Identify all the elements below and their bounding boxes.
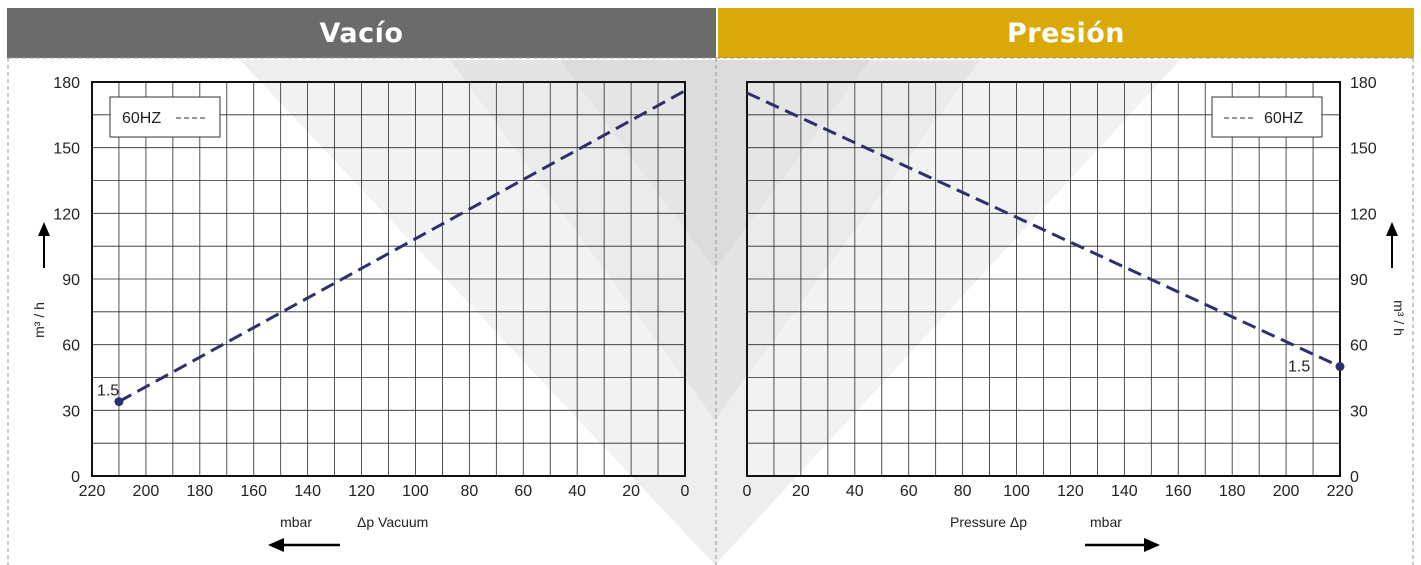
pressure-y-tick-label: 90 [1350, 272, 1368, 289]
pressure-x-tick-label: 0 [743, 483, 752, 500]
pressure-y-tick-label: 150 [1350, 141, 1377, 158]
vacuum-legend-box [109, 96, 221, 138]
vacuum-y-axis-label: m³ / h [31, 302, 47, 338]
vacuum-series-line [118, 89, 686, 403]
pressure-x-tick-label: 200 [1273, 483, 1300, 500]
pressure-y-tick-label: 0 [1350, 469, 1359, 486]
pressure-x-tick-label: 220 [1327, 483, 1354, 500]
pressure-y-arrow-head [1386, 222, 1398, 236]
pressure-series-point [1335, 362, 1345, 372]
vacuum-y-tick-label: 60 [62, 338, 80, 355]
vacuum-header: Vacío [7, 8, 716, 58]
vacuum-x-arrow-head [268, 538, 284, 552]
vacuum-x-unit-label: mbar [280, 514, 312, 530]
vacuum-x-tick-label: 200 [133, 483, 160, 500]
vacuum-y-arrow-head [38, 222, 50, 236]
pressure-x-unit-label: mbar [1090, 514, 1122, 530]
pressure-x-tick-label: 20 [792, 483, 810, 500]
pressure-y-axis-label: m³ / h [1391, 300, 1407, 336]
pressure-y-tick-label: 120 [1350, 206, 1377, 223]
vacuum-x-tick-label: 20 [622, 483, 640, 500]
pressure-x-arrow-head [1144, 538, 1160, 552]
vacuum-x-tick-label: 180 [186, 483, 213, 500]
pressure-x-tick-label: 60 [900, 483, 918, 500]
vacuum-x-tick-label: 120 [348, 483, 375, 500]
vacuum-legend-label: 60HZ [122, 110, 161, 127]
pressure-x-tick-label: 100 [1003, 483, 1030, 500]
vacuum-y-tick-label: 90 [62, 272, 80, 289]
vacuum-plot-frame [91, 81, 686, 477]
pressure-x-tick-label: 160 [1165, 483, 1192, 500]
pressure-plot-frame [746, 81, 1341, 477]
vacuum-y-tick-label: 0 [71, 469, 80, 486]
pressure-y-tick-label: 180 [1350, 75, 1377, 92]
pressure-legend-label: 60HZ [1264, 110, 1303, 127]
pressure-x-tick-label: 120 [1057, 483, 1084, 500]
vacuum-series-point [114, 397, 124, 407]
vacuum-x-tick-label: 100 [402, 483, 429, 500]
vacuum-y-tick-label: 30 [62, 403, 80, 420]
pressure-legend-box [1211, 96, 1323, 138]
pressure-x-tick-label: 80 [954, 483, 972, 500]
pressure-series-line [746, 91, 1341, 368]
pressure-x-tick-label: 140 [1111, 483, 1138, 500]
vacuum-x-axis-title: Δp Vacuum [357, 514, 428, 530]
vacuum-x-tick-label: 0 [681, 483, 690, 500]
pressure-y-tick-label: 30 [1350, 403, 1368, 420]
vacuum-x-tick-label: 80 [460, 483, 478, 500]
vacuum-y-tick-label: 150 [53, 141, 80, 158]
vacuum-y-tick-label: 180 [53, 75, 80, 92]
vacuum-x-tick-label: 60 [514, 483, 532, 500]
pressure-x-tick-label: 40 [846, 483, 864, 500]
vacuum-y-tick-label: 120 [53, 206, 80, 223]
vacuum-x-tick-label: 160 [240, 483, 267, 500]
vacuum-x-tick-label: 40 [568, 483, 586, 500]
pressure-endpoint-label: 1.5 [1288, 359, 1310, 376]
vacuum-endpoint-label: 1.5 [97, 383, 119, 400]
pressure-header: Presión [718, 8, 1414, 58]
pressure-x-tick-label: 180 [1219, 483, 1246, 500]
vacuum-x-tick-label: 140 [294, 483, 321, 500]
vacuum-x-tick-label: 220 [79, 483, 106, 500]
pressure-x-axis-title: Pressure Δp [950, 514, 1027, 530]
pressure-y-tick-label: 60 [1350, 338, 1368, 355]
